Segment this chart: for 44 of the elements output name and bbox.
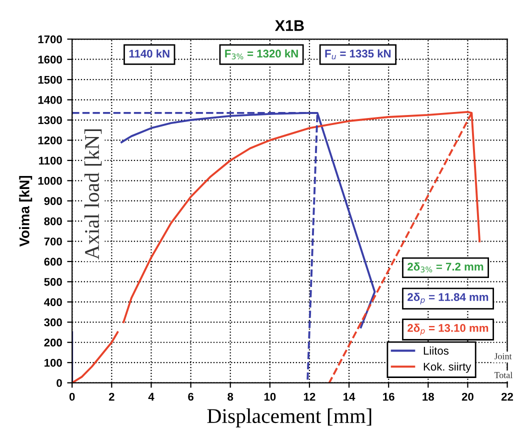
y-tick-label: 1500 (38, 76, 62, 84)
y-tick-label: 100 (44, 358, 62, 367)
y-tick-label: 900 (44, 197, 62, 206)
x-tick-label: 2 (108, 392, 114, 401)
chart-title: X1B (274, 20, 304, 31)
annotation: Total (494, 372, 512, 378)
y-tick-label: 600 (44, 258, 62, 266)
annotation: F$_{u}$ = 1335 kN (325, 49, 391, 60)
y-tick-label: 1400 (38, 96, 62, 104)
annotation: 1140 kN (129, 49, 170, 58)
x-tick-label: 20 (462, 392, 474, 401)
x-tick-label: 18 (422, 392, 434, 401)
y-tick-label: 300 (44, 318, 62, 326)
x-tick-label: 8 (228, 392, 234, 401)
y-tick-label: 1200 (38, 136, 62, 144)
y-tick-label: 0 (56, 379, 62, 387)
annotation: F$_{3%}$ = 1320 kN (225, 49, 298, 60)
x-tick-label: 14 (344, 392, 356, 401)
y-tick-label: 200 (44, 338, 62, 347)
x-tick-label: 16 (383, 392, 394, 401)
annotation: Joint (494, 353, 512, 360)
y-tick-label: 1300 (38, 116, 62, 124)
y-axis-title: Voima [kN] (19, 176, 32, 247)
y-tick-label: 1600 (38, 56, 62, 64)
annotation: 2δ$_{p}$ = 13.10 mm (408, 324, 488, 336)
y-tick-label: 1100 (38, 156, 62, 165)
y-tick-label: 700 (44, 238, 62, 246)
legend-label: Kok. siirty (424, 362, 472, 373)
y-tick-label: 800 (44, 217, 62, 226)
x-tick-label: 0 (69, 392, 75, 401)
y-tick-label: 500 (44, 278, 62, 286)
annotation: 2δ$_{3%}$ = 7.2 mm (408, 262, 484, 272)
x-tick-label: 10 (264, 392, 276, 401)
x-tick-label: 22 (501, 392, 514, 401)
x-tick-label: 4 (148, 392, 154, 401)
x-axis-title: Displacement [mm] (207, 408, 372, 428)
x-tick-label: 12 (304, 392, 316, 401)
y-tick-label: 1000 (38, 176, 62, 185)
y-tick-label: 400 (44, 298, 62, 306)
y-tick-label: 1700 (38, 35, 62, 44)
legend-label: Liitos (424, 346, 449, 355)
annotation: Axial load [kN] (84, 129, 102, 260)
annotation: 2δ$_{p}$ = 11.84 mm (408, 292, 488, 304)
x-tick-label: 6 (188, 392, 194, 401)
